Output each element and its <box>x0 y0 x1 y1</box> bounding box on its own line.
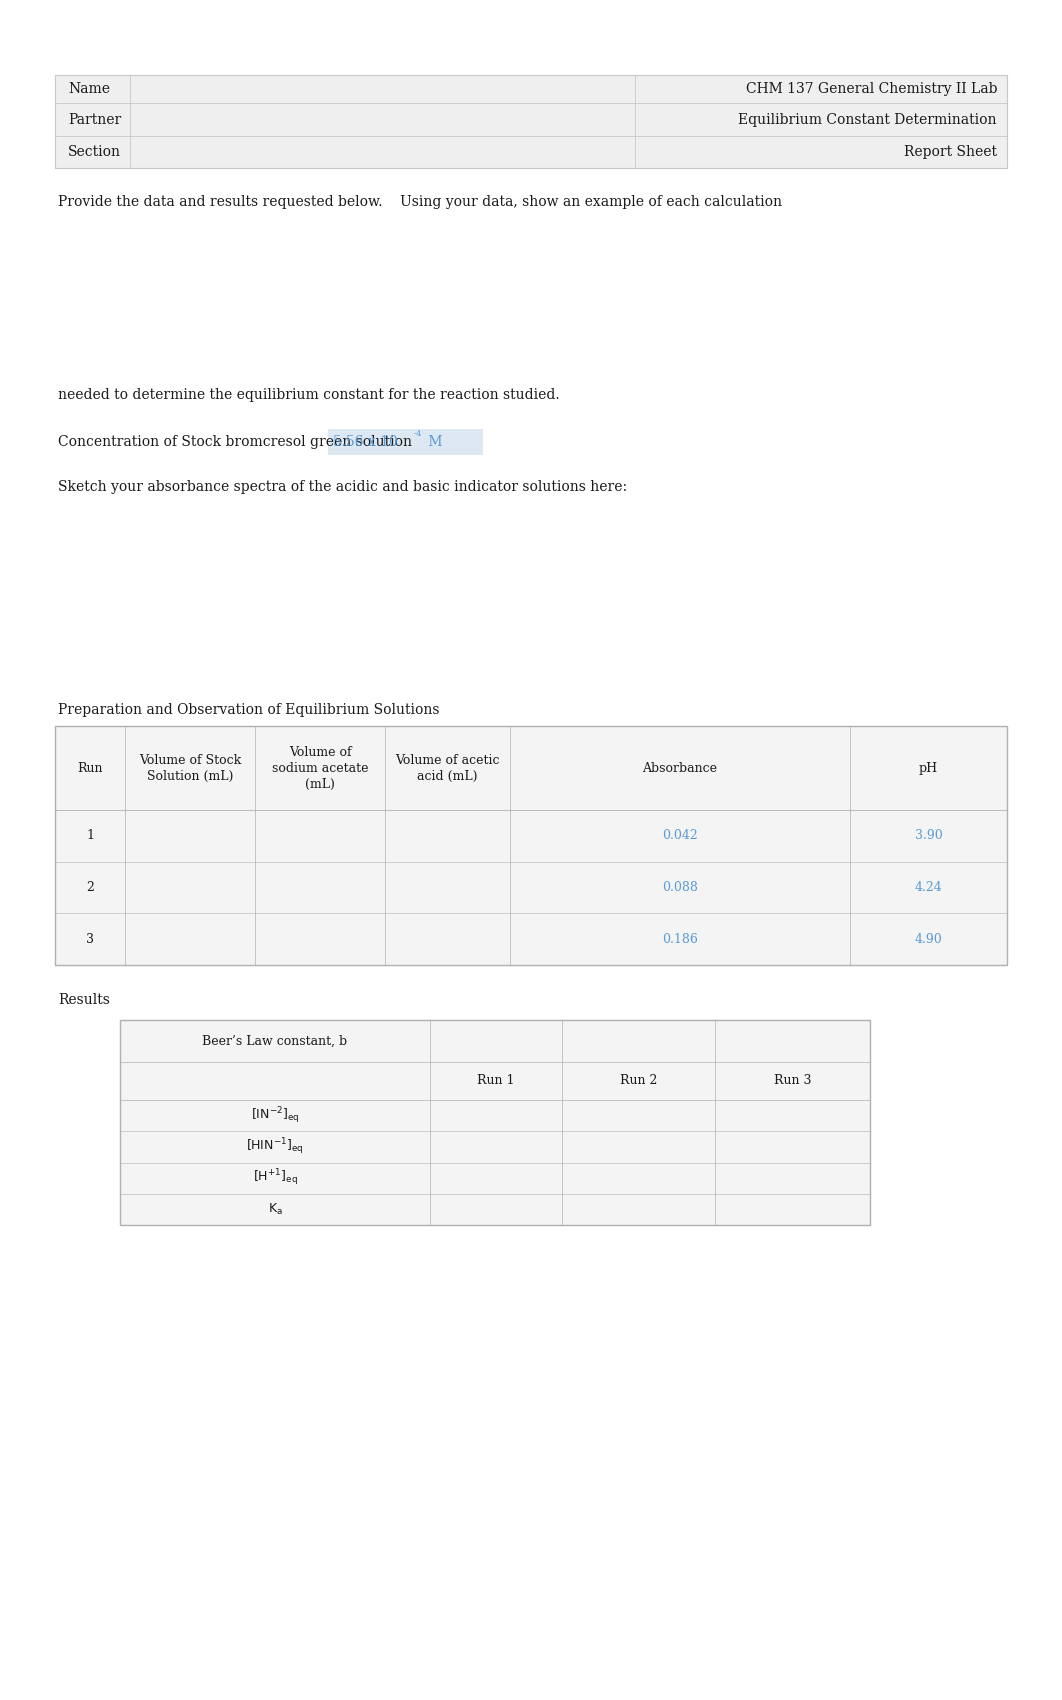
Text: $\mathregular{[H^{+1}]_{eq}}$: $\mathregular{[H^{+1}]_{eq}}$ <box>253 1168 297 1188</box>
Text: Results: Results <box>58 993 109 1006</box>
Text: Concentration of Stock bromcresol green solution: Concentration of Stock bromcresol green … <box>58 435 412 449</box>
Text: Absorbance: Absorbance <box>643 762 718 775</box>
Text: 5.56 x 10: 5.56 x 10 <box>333 435 398 449</box>
Text: Run 1: Run 1 <box>477 1074 515 1088</box>
Text: 1: 1 <box>86 830 95 842</box>
Text: Beer’s Law constant, b: Beer’s Law constant, b <box>203 1035 347 1047</box>
Text: 0.186: 0.186 <box>662 933 698 945</box>
Text: Provide the data and results requested below.    Using your data, show an exampl: Provide the data and results requested b… <box>58 196 782 209</box>
Text: Run 2: Run 2 <box>620 1074 657 1088</box>
Text: Name: Name <box>68 82 110 95</box>
Text: needed to determine the equilibrium constant for the reaction studied.: needed to determine the equilibrium cons… <box>58 388 560 401</box>
Text: Volume of
sodium acetate
(mL): Volume of sodium acetate (mL) <box>272 746 369 790</box>
Text: Report Sheet: Report Sheet <box>904 144 997 160</box>
Text: pH: pH <box>919 762 938 775</box>
Text: CHM 137 General Chemistry II Lab: CHM 137 General Chemistry II Lab <box>746 82 997 95</box>
Text: 3: 3 <box>86 933 95 945</box>
Text: 2: 2 <box>86 881 93 894</box>
Text: Partner: Partner <box>68 112 121 126</box>
Text: Volume of acetic
acid (mL): Volume of acetic acid (mL) <box>395 753 500 782</box>
Text: Section: Section <box>68 144 121 160</box>
Text: M: M <box>424 435 443 449</box>
Text: 4.90: 4.90 <box>914 933 942 945</box>
Text: 3.90: 3.90 <box>914 830 942 842</box>
Bar <box>55 726 1007 966</box>
Text: 0.088: 0.088 <box>662 881 698 894</box>
Text: Run 3: Run 3 <box>774 1074 811 1088</box>
Text: 0.042: 0.042 <box>662 830 698 842</box>
Text: Run: Run <box>78 762 103 775</box>
Bar <box>120 1020 870 1226</box>
Text: 4.24: 4.24 <box>914 881 942 894</box>
Text: Sketch your absorbance spectra of the acidic and basic indicator solutions here:: Sketch your absorbance spectra of the ac… <box>58 479 628 495</box>
Text: Volume of Stock
Solution (mL): Volume of Stock Solution (mL) <box>139 753 241 782</box>
Text: -4: -4 <box>414 430 423 439</box>
Bar <box>55 75 1007 168</box>
Bar <box>328 428 483 456</box>
Text: $\mathregular{[HIN^{-1}]_{eq}}$: $\mathregular{[HIN^{-1}]_{eq}}$ <box>246 1137 304 1158</box>
Text: $\mathregular{K_a}$: $\mathregular{K_a}$ <box>268 1202 282 1217</box>
Text: Equilibrium Constant Determination: Equilibrium Constant Determination <box>738 112 997 126</box>
Text: $\mathregular{[IN^{-2}]_{eq}}$: $\mathregular{[IN^{-2}]_{eq}}$ <box>251 1105 299 1125</box>
Text: Preparation and Observation of Equilibrium Solutions: Preparation and Observation of Equilibri… <box>58 704 440 717</box>
